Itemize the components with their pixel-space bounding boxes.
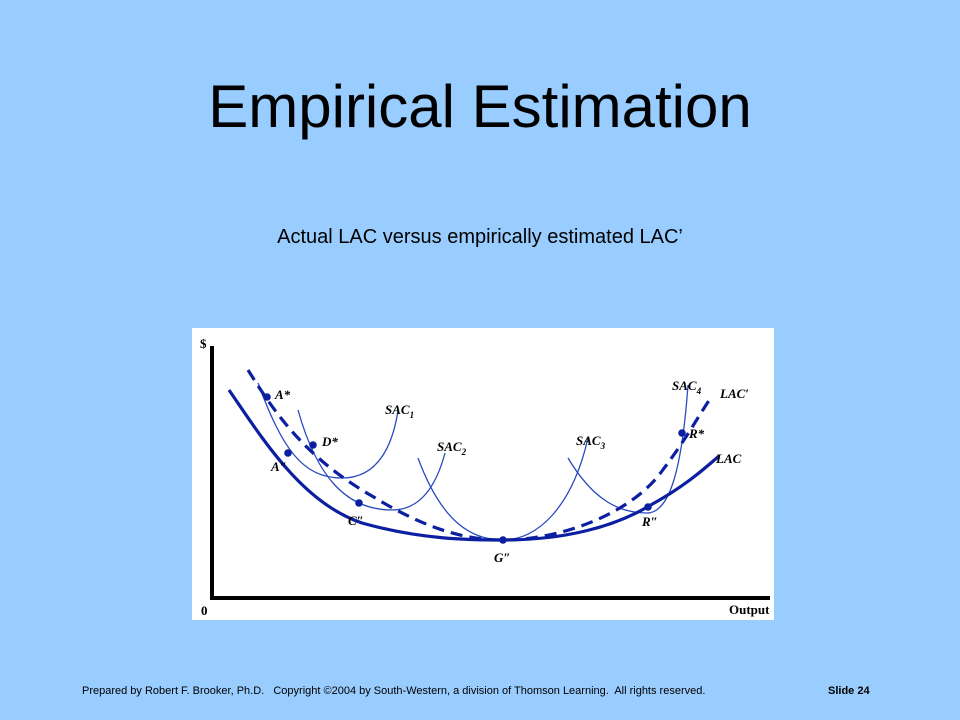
sac4-curve (567, 384, 689, 514)
label-g-dprime: G″ (494, 550, 511, 565)
slide-number: Slide 24 (828, 685, 870, 697)
slide-subtitle: Actual LAC versus empirically estimated … (277, 226, 683, 248)
lac-diagram-svg: $ 0 Output A* D* A″ C″ G″ R″ R* SAC1 SAC… (200, 336, 770, 618)
label-a-star: A* (274, 387, 291, 402)
x-axis-label: Output (729, 602, 770, 617)
y-axis-label: $ (200, 336, 207, 351)
point-r-dprime (644, 503, 652, 511)
point-c-dprime (355, 499, 363, 507)
lac-diagram: $ 0 Output A* D* A″ C″ G″ R″ R* SAC1 SAC… (192, 328, 774, 620)
point-g-dprime (499, 536, 507, 544)
point-d-star (309, 441, 317, 449)
label-sac3: SAC3 (576, 433, 606, 451)
footer-copyright: Prepared by Robert F. Brooker, Ph.D. Cop… (82, 685, 706, 697)
point-a-dprime (284, 449, 292, 457)
sac2-curve (297, 409, 446, 511)
origin-label: 0 (201, 603, 208, 618)
label-a-dprime: A″ (270, 459, 287, 474)
slide-title: Empirical Estimation (208, 73, 752, 140)
label-sac4: SAC4 (672, 378, 702, 396)
label-sac2: SAC2 (437, 439, 467, 457)
label-r-star: R* (688, 426, 705, 441)
lac-prime-curve (246, 369, 714, 542)
label-lac: LAC (715, 451, 742, 466)
point-a-star (263, 393, 271, 401)
label-sac1: SAC1 (385, 402, 414, 420)
label-d-star: D* (321, 434, 338, 449)
point-r-star (678, 429, 686, 437)
label-r-dprime: R″ (641, 514, 658, 529)
label-lac-prime: LAC′ (719, 386, 749, 401)
footer: Prepared by Robert F. Brooker, Ph.D. Cop… (82, 685, 882, 697)
label-c-dprime: C″ (348, 513, 364, 528)
